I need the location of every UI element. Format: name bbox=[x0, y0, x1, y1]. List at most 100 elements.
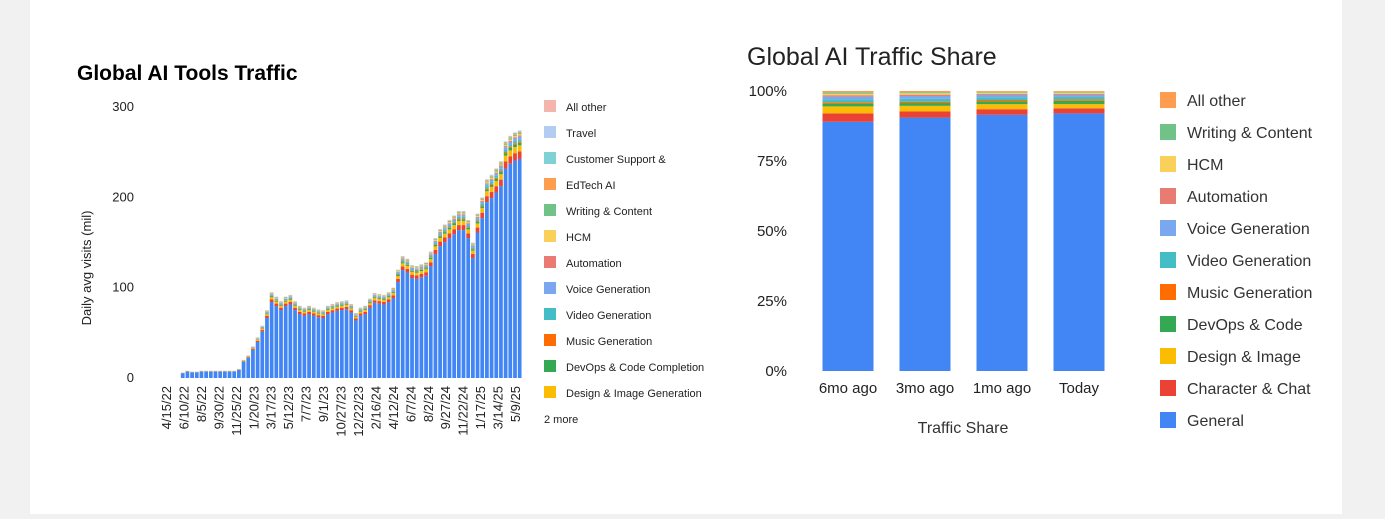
chart1-bar-77-seg-3 bbox=[518, 143, 522, 145]
chart1-legend-item-1[interactable]: Travel bbox=[544, 126, 596, 140]
chart1-bar-54-seg-6 bbox=[410, 268, 414, 269]
chart1-bar-60-seg-4 bbox=[438, 236, 442, 237]
chart1-bar-62-seg-2 bbox=[448, 229, 452, 233]
chart1-bar-56-seg-5 bbox=[420, 268, 424, 269]
chart1-bar-54-seg-2 bbox=[410, 272, 414, 275]
chart1-bar-23-seg-5 bbox=[265, 313, 269, 314]
chart1-legend-item-6[interactable]: Automation bbox=[544, 256, 622, 270]
chart1-bar-45-seg-1 bbox=[368, 305, 372, 307]
chart2-legend-item-9[interactable]: Character & Chat bbox=[1160, 380, 1311, 398]
chart2-legend-label-1: Writing & Content bbox=[1187, 125, 1313, 142]
chart2-legend-swatch-5 bbox=[1160, 252, 1176, 268]
chart1-legend-item-10[interactable]: DevOps & Code Completion bbox=[544, 360, 704, 374]
chart1-bar-13-seg-0 bbox=[218, 372, 222, 378]
chart1-legend-item-11[interactable]: Design & Image Generation bbox=[544, 386, 702, 400]
chart1-bar-54-seg-10 bbox=[410, 266, 414, 267]
chart2-legend-item-5[interactable]: Video Generation bbox=[1160, 252, 1311, 270]
chart2-legend-item-10[interactable]: General bbox=[1160, 412, 1244, 430]
chart1-legend-item-0[interactable]: All other bbox=[544, 100, 607, 114]
chart1-x-tick-2: 8/5/22 bbox=[194, 386, 209, 422]
chart1-bar-61-seg-5 bbox=[443, 230, 447, 232]
chart1-legend-item-4[interactable]: Writing & Content bbox=[544, 204, 652, 218]
chart1-bar-49-seg-1 bbox=[387, 299, 391, 302]
chart1-bar-66-seg-0 bbox=[466, 238, 470, 378]
chart1-bar-19 bbox=[246, 355, 250, 378]
chart1-bar-55-seg-4 bbox=[415, 271, 419, 272]
chart1-bar-51-seg-5 bbox=[396, 273, 400, 274]
chart2-legend-item-6[interactable]: Music Generation bbox=[1160, 284, 1312, 302]
chart1-bar-34-seg-0 bbox=[317, 317, 321, 378]
chart1-bar-43-seg-5 bbox=[359, 310, 363, 311]
chart1-bar-77-seg-8 bbox=[518, 134, 522, 135]
chart1-bar-35-seg-6 bbox=[321, 312, 325, 313]
chart1-bar-48-seg-1 bbox=[382, 302, 386, 304]
chart2-bar-2-seg-10 bbox=[977, 91, 1028, 92]
chart1-bar-31-seg-6 bbox=[303, 309, 307, 310]
chart1-bar-24-seg-2 bbox=[270, 297, 274, 299]
chart1-bar-74-seg-4 bbox=[504, 152, 508, 153]
chart1-legend-item-3[interactable]: EdTech AI bbox=[544, 178, 616, 192]
chart1-bar-64-seg-11 bbox=[457, 211, 461, 212]
chart2-legend-item-1[interactable]: Writing & Content bbox=[1160, 124, 1313, 142]
chart1-bar-59-seg-0 bbox=[434, 254, 438, 378]
chart1-bar-63-seg-3 bbox=[452, 224, 456, 226]
chart1-bar-44-seg-6 bbox=[363, 308, 367, 309]
chart1-legend-item-7[interactable]: Voice Generation bbox=[544, 282, 650, 296]
chart1-bar-23-seg-6 bbox=[265, 312, 269, 313]
chart1-bar-73 bbox=[499, 161, 503, 378]
chart1-bar-58 bbox=[429, 252, 433, 378]
chart1-bar-62-seg-1 bbox=[448, 233, 452, 238]
chart1-bar-62-seg-6 bbox=[448, 224, 452, 226]
chart2-legend-item-4[interactable]: Voice Generation bbox=[1160, 220, 1310, 238]
chart2-bar-2-seg-9 bbox=[977, 92, 1028, 93]
chart1-bar-55-seg-7 bbox=[415, 268, 419, 269]
chart1-bar-68-seg-10 bbox=[476, 214, 480, 215]
chart1-bar-55-seg-8 bbox=[415, 268, 419, 269]
chart2-legend-item-8[interactable]: Design & Image bbox=[1160, 348, 1301, 366]
chart1-bar-77-seg-5 bbox=[518, 139, 522, 141]
chart1-bar-70-seg-4 bbox=[485, 188, 489, 189]
chart1-x-tick-14: 6/7/24 bbox=[403, 386, 418, 422]
chart1-bar-38-seg-1 bbox=[335, 309, 339, 311]
chart1-bar-67-seg-4 bbox=[471, 249, 475, 250]
chart1-bar-76-seg-7 bbox=[513, 137, 517, 138]
chart2-x-tick-1: 3mo ago bbox=[896, 380, 954, 397]
chart1-legend-item-2[interactable]: Customer Support & bbox=[544, 152, 666, 166]
chart1-bar-56-seg-1 bbox=[420, 274, 424, 277]
chart2-legend-item-7[interactable]: DevOps & Code bbox=[1160, 316, 1303, 334]
chart2-legend-swatch-2 bbox=[1160, 156, 1176, 172]
chart1-legend-label-2: Customer Support & bbox=[566, 154, 666, 166]
chart1-legend-more[interactable]: 2 more bbox=[544, 414, 578, 426]
chart1-x-tick-11: 12/22/23 bbox=[351, 386, 366, 437]
chart1-bar-70-seg-8 bbox=[485, 182, 489, 183]
chart1-bar-9-seg-0 bbox=[200, 372, 204, 378]
chart1-bar-31-seg-0 bbox=[303, 316, 307, 378]
chart1-bar-77-seg-11 bbox=[518, 131, 522, 132]
chart2-bar-0-seg-10 bbox=[823, 91, 874, 92]
chart1-bar-33-seg-1 bbox=[312, 314, 316, 316]
chart1-legend-item-9[interactable]: Music Generation bbox=[544, 334, 652, 348]
chart1-bar-74-seg-9 bbox=[504, 144, 508, 145]
chart1-bar-58-seg-1 bbox=[429, 262, 433, 266]
chart1-bar-73-seg-8 bbox=[499, 164, 503, 165]
chart1-bar-53-seg-5 bbox=[405, 263, 409, 264]
chart1-legend-swatch-2 bbox=[544, 152, 556, 164]
chart1-bar-76-seg-1 bbox=[513, 153, 517, 160]
chart1-bar-74 bbox=[504, 141, 508, 378]
chart1-legend-item-5[interactable]: HCM bbox=[544, 230, 591, 244]
chart1-bar-75-seg-1 bbox=[508, 156, 512, 163]
chart1-bar-6 bbox=[186, 371, 190, 378]
chart1-bar-45 bbox=[368, 299, 372, 378]
chart1-bar-75-seg-0 bbox=[508, 164, 512, 378]
chart2-legend-item-3[interactable]: Automation bbox=[1160, 188, 1268, 206]
chart1-bar-75-seg-4 bbox=[508, 147, 512, 148]
chart2-legend-item-2[interactable]: HCM bbox=[1160, 156, 1223, 174]
chart2-bar-2 bbox=[977, 91, 1028, 371]
chart2-legend-item-0[interactable]: All other bbox=[1160, 92, 1246, 110]
chart2-bar-1-seg-7 bbox=[900, 95, 951, 96]
chart1-legend-item-8[interactable]: Video Generation bbox=[544, 308, 651, 322]
chart1-bar-30-seg-3 bbox=[298, 309, 302, 310]
chart2-bar-3-seg-5 bbox=[1054, 97, 1105, 100]
chart1-x-tick-12: 2/16/24 bbox=[368, 386, 383, 429]
